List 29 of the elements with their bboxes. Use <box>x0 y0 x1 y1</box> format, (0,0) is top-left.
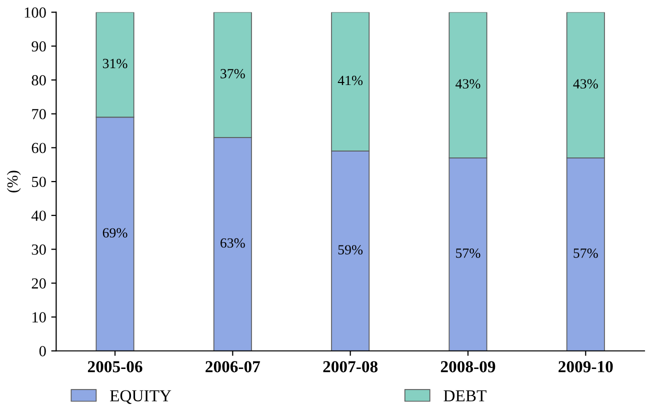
x-tick-label: 2005-06 <box>88 361 142 372</box>
x-tick-label: 2006-07 <box>206 361 260 372</box>
x-tick-label: 2009-10 <box>558 361 613 372</box>
data-label: 41% <box>338 76 363 86</box>
data-label: 37% <box>220 68 245 78</box>
y-tick-label: 30 <box>32 244 46 255</box>
data-label: 57% <box>456 248 480 258</box>
data-label: 57% <box>574 248 598 258</box>
data-label: 69% <box>102 228 128 238</box>
y-tick-label: 70 <box>32 108 46 120</box>
y-tick-label: 50 <box>32 176 46 188</box>
legend-label: DEBT <box>444 390 486 402</box>
data-label: 31% <box>102 58 128 68</box>
y-tick-label: 100 <box>24 7 46 18</box>
y-tick-label: 80 <box>32 75 46 86</box>
y-tick-label: 10 <box>32 312 46 322</box>
y-axis-title: (%) <box>6 170 21 192</box>
data-label: 59% <box>338 245 363 255</box>
data-label: 43% <box>456 79 480 89</box>
data-label: 43% <box>573 79 598 89</box>
x-tick-label: 2007-08 <box>323 361 378 372</box>
data-label: 63% <box>220 238 245 248</box>
y-tick-label: 40 <box>31 210 46 221</box>
y-tick-label: 60 <box>32 142 46 154</box>
y-tick-label: 0 <box>39 346 46 356</box>
y-tick-label: 90 <box>32 41 46 52</box>
x-tick-label: 2008-09 <box>440 361 496 372</box>
y-tick-label: 20 <box>32 278 46 289</box>
legend-label: EQUITY <box>110 390 172 404</box>
